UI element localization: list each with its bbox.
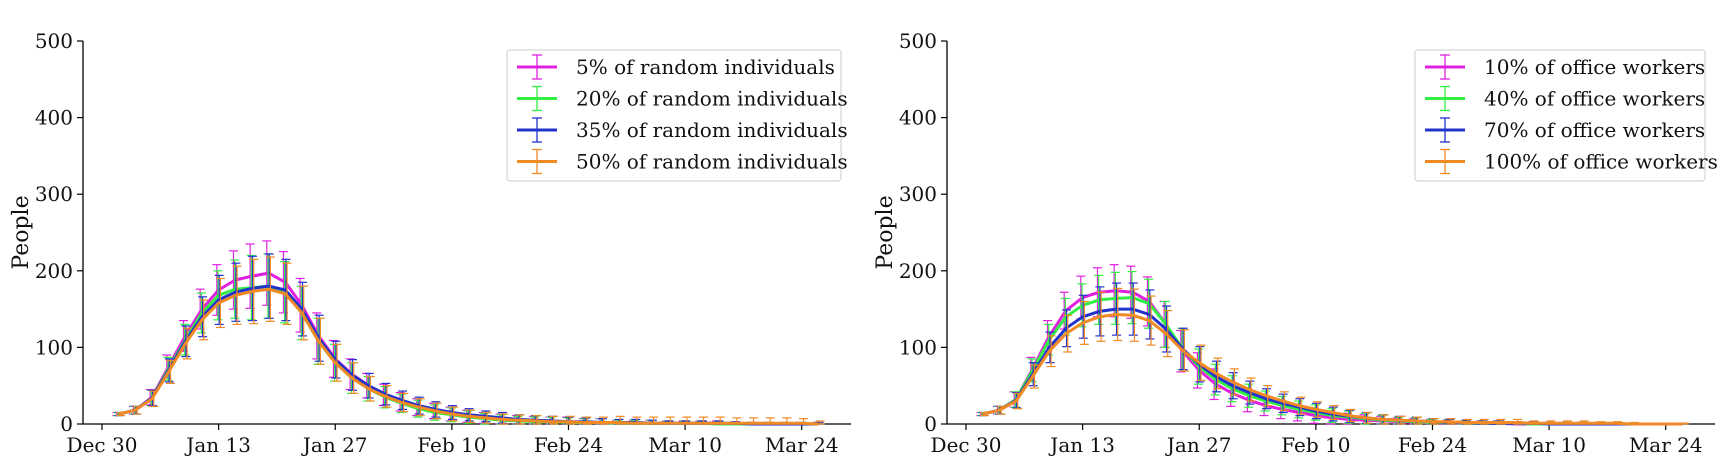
legend-label: 100% of office workers <box>1484 150 1718 174</box>
x-tick-label: Feb 10 <box>417 433 486 457</box>
legend-label: 35% of random individuals <box>576 118 848 142</box>
y-tick-label: 500 <box>899 29 937 53</box>
x-tick-label: Feb 24 <box>1398 433 1467 457</box>
legend-label: 50% of random individuals <box>576 150 848 174</box>
y-tick-label: 300 <box>899 182 937 206</box>
series-2 <box>977 270 1687 426</box>
legend-item: 5% of random individuals <box>517 54 835 80</box>
legend: 5% of random individuals 20% of random in… <box>506 49 848 182</box>
series-line <box>118 284 819 426</box>
y-tick-label: 200 <box>899 259 937 283</box>
series-line <box>982 313 1683 426</box>
legend-item: 50% of random individuals <box>517 148 848 175</box>
y-tick-label: 100 <box>899 335 937 359</box>
series-line <box>118 271 819 426</box>
y-tick-label: 400 <box>899 106 937 130</box>
y-tick-label: 400 <box>35 106 73 130</box>
legend-label: 40% of office workers <box>1484 87 1705 111</box>
x-tick-label: Mar 24 <box>765 433 839 457</box>
legend-item: 70% of office workers <box>1425 117 1705 143</box>
legend-item: 100% of office workers <box>1425 148 1718 175</box>
legend-item: 10% of office workers <box>1425 54 1705 80</box>
series-line <box>118 287 819 426</box>
y-tick-label: 300 <box>35 182 73 206</box>
chart-right: 0 100 200 300 400 500 Dec 30 Jan 13 Jan 27 Feb 10… <box>873 29 1718 457</box>
legend-label: 20% of random individuals <box>576 87 848 111</box>
y-axis-label: People <box>9 195 34 269</box>
legend-item: 20% of random individuals <box>517 85 848 112</box>
legend-label: 70% of office workers <box>1484 118 1705 142</box>
series-4 <box>979 287 1689 426</box>
x-tick-label: Feb 10 <box>1281 433 1350 457</box>
y-tick-label: 100 <box>35 335 73 359</box>
x-tick-label: Jan 13 <box>184 433 251 457</box>
legend-frame <box>1414 49 1706 182</box>
y-axis-label: People <box>873 195 898 269</box>
series-1 <box>112 240 822 426</box>
series-line <box>982 289 1683 426</box>
x-tick-label: Feb 24 <box>534 433 603 457</box>
y-tick-label: 0 <box>924 412 937 436</box>
series-line <box>118 284 819 426</box>
x-tick-label: Jan 27 <box>301 433 368 457</box>
legend-item: 35% of random individuals <box>517 117 848 143</box>
x-tick-label: Dec 30 <box>67 433 138 457</box>
legend-label: 10% of office workers <box>1484 55 1705 79</box>
y-tick-label: 200 <box>35 259 73 283</box>
x-tick-label: Mar 10 <box>1512 433 1586 457</box>
x-tick-label: Dec 30 <box>931 433 1002 457</box>
legend-frame <box>506 49 842 182</box>
legend-item: 40% of office workers <box>1425 85 1705 112</box>
y-tick-label: 0 <box>60 412 73 436</box>
series-3 <box>114 253 824 426</box>
x-tick-label: Jan 13 <box>1048 433 1115 457</box>
x-tick-label: Mar 24 <box>1629 433 1703 457</box>
x-tick-label: Jan 27 <box>1165 433 1232 457</box>
legend: 10% of office workers 40% of office worke… <box>1414 49 1718 182</box>
x-tick-label: Mar 10 <box>648 433 722 457</box>
legend-label: 5% of random individuals <box>576 55 835 79</box>
chart-left: 0 100 200 300 400 500 Dec 30 Jan 13 Jan 27 Feb 10… <box>9 29 851 457</box>
y-tick-label: 500 <box>35 29 73 53</box>
series-4 <box>115 256 825 426</box>
